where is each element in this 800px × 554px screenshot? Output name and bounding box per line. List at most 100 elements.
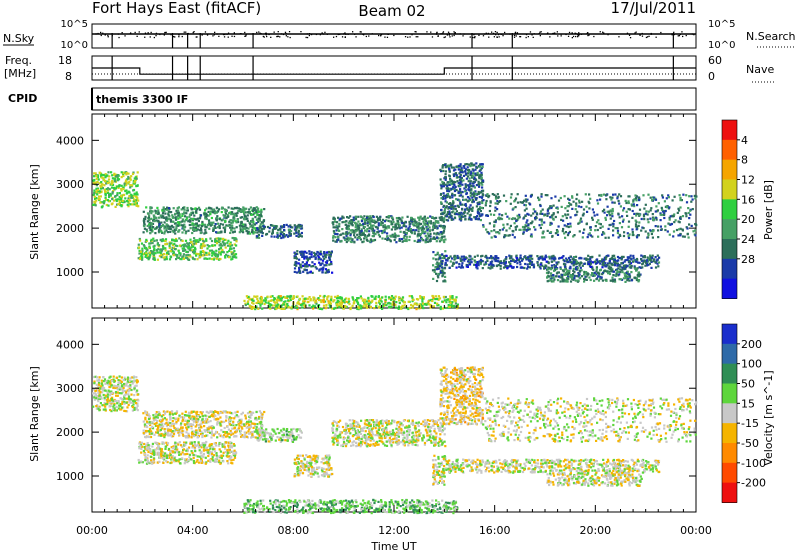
- echo-cell: [650, 207, 653, 210]
- echo-cell: [439, 256, 442, 259]
- echo-cell: [292, 295, 295, 298]
- echo-cell: [468, 177, 471, 180]
- echo-cell: [472, 194, 475, 197]
- echo-cell: [666, 230, 669, 233]
- echo-cell: [95, 184, 98, 187]
- echo-cell: [415, 229, 418, 232]
- echo-cell: [417, 298, 420, 301]
- echo-cell: [437, 298, 440, 301]
- echo-cell: [665, 206, 668, 209]
- echo-cell: [364, 229, 367, 232]
- echo-cell: [441, 274, 444, 277]
- echo-cell: [687, 236, 690, 239]
- echo-cell: [187, 258, 190, 261]
- echo-cell: [616, 262, 619, 265]
- echo-cell: [314, 266, 317, 269]
- echo-cell: [303, 268, 306, 271]
- noise-point: [417, 36, 419, 38]
- echo-cell: [441, 180, 444, 184]
- echo-cell: [478, 201, 481, 204]
- noise-point: [214, 31, 216, 33]
- echo-cell: [203, 223, 207, 226]
- echo-cell: [665, 197, 668, 200]
- echo-cell: [600, 193, 603, 197]
- echo-cell: [334, 240, 337, 243]
- echo-cell: [243, 214, 246, 217]
- echo-cell: [565, 276, 569, 280]
- echo-cell: [137, 199, 140, 202]
- echo-cell: [608, 212, 611, 215]
- echo-cell: [110, 181, 113, 184]
- echo-cell: [608, 270, 611, 273]
- echo-cell: [165, 229, 168, 232]
- echo-cell: [413, 232, 416, 235]
- echo-cell: [178, 237, 181, 240]
- echo-cell: [173, 248, 176, 251]
- echo-cell: [506, 215, 509, 218]
- echo-cell: [458, 183, 462, 186]
- echo-cell: [193, 252, 196, 255]
- echo-cell: [362, 305, 365, 308]
- echo-cell: [185, 212, 188, 215]
- echo-cell: [628, 276, 631, 279]
- echo-cell: [496, 208, 499, 211]
- echo-cell: [452, 200, 455, 203]
- echo-cell: [439, 225, 442, 228]
- echo-cell: [229, 231, 232, 234]
- echo-cell: [218, 225, 221, 228]
- echo-cell: [629, 260, 632, 263]
- freq-unit-label: [MHz]: [4, 67, 36, 80]
- echo-cell: [433, 232, 436, 235]
- echo-cell: [550, 268, 553, 271]
- echo-cell: [404, 220, 407, 223]
- echo-cell: [449, 215, 452, 218]
- noise-point: [378, 34, 380, 37]
- echo-cell: [615, 268, 618, 271]
- echo-cell: [135, 191, 138, 194]
- echo-cell: [563, 273, 566, 276]
- echo-cell: [246, 214, 249, 217]
- echo-cell: [271, 230, 274, 233]
- echo-cell: [546, 208, 550, 211]
- echo-cell: [646, 260, 649, 263]
- echo-cell: [362, 231, 365, 234]
- echo-cell: [618, 222, 621, 225]
- echo-cell: [354, 221, 357, 224]
- echo-cell: [408, 295, 411, 298]
- noise-point: [514, 31, 517, 33]
- echo-cell: [396, 220, 400, 223]
- echo-cell: [661, 210, 665, 213]
- echo-cell: [246, 219, 249, 222]
- echo-cell: [233, 238, 236, 241]
- echo-cell: [259, 212, 263, 216]
- echo-cell: [454, 185, 457, 188]
- echo-cell: [475, 197, 478, 200]
- echo-cell: [199, 250, 202, 253]
- echo-cell: [516, 262, 519, 265]
- echo-cell: [143, 227, 146, 230]
- echo-cell: [434, 222, 437, 225]
- echo-cell: [618, 278, 621, 281]
- echo-cell: [591, 235, 594, 238]
- echo-cell: [382, 226, 385, 229]
- noise-point: [454, 32, 456, 34]
- echo-cell: [452, 169, 456, 172]
- echo-cell: [615, 262, 618, 265]
- echo-cell: [470, 163, 473, 166]
- echo-cell: [174, 228, 178, 231]
- echo-cell: [299, 265, 302, 268]
- echo-cell: [463, 167, 466, 170]
- echo-cell: [128, 199, 131, 202]
- echo-cell: [368, 230, 371, 233]
- echo-cell: [243, 215, 246, 219]
- echo-cell: [201, 244, 205, 248]
- echo-cell: [259, 226, 262, 229]
- echo-cell: [211, 244, 214, 247]
- echo-cell: [160, 250, 163, 253]
- echo-cell: [452, 304, 455, 308]
- echo-cell: [171, 246, 174, 249]
- noise-point: [178, 36, 180, 38]
- echo-cell: [502, 226, 506, 229]
- echo-cell: [254, 308, 257, 311]
- echo-cell: [430, 222, 433, 225]
